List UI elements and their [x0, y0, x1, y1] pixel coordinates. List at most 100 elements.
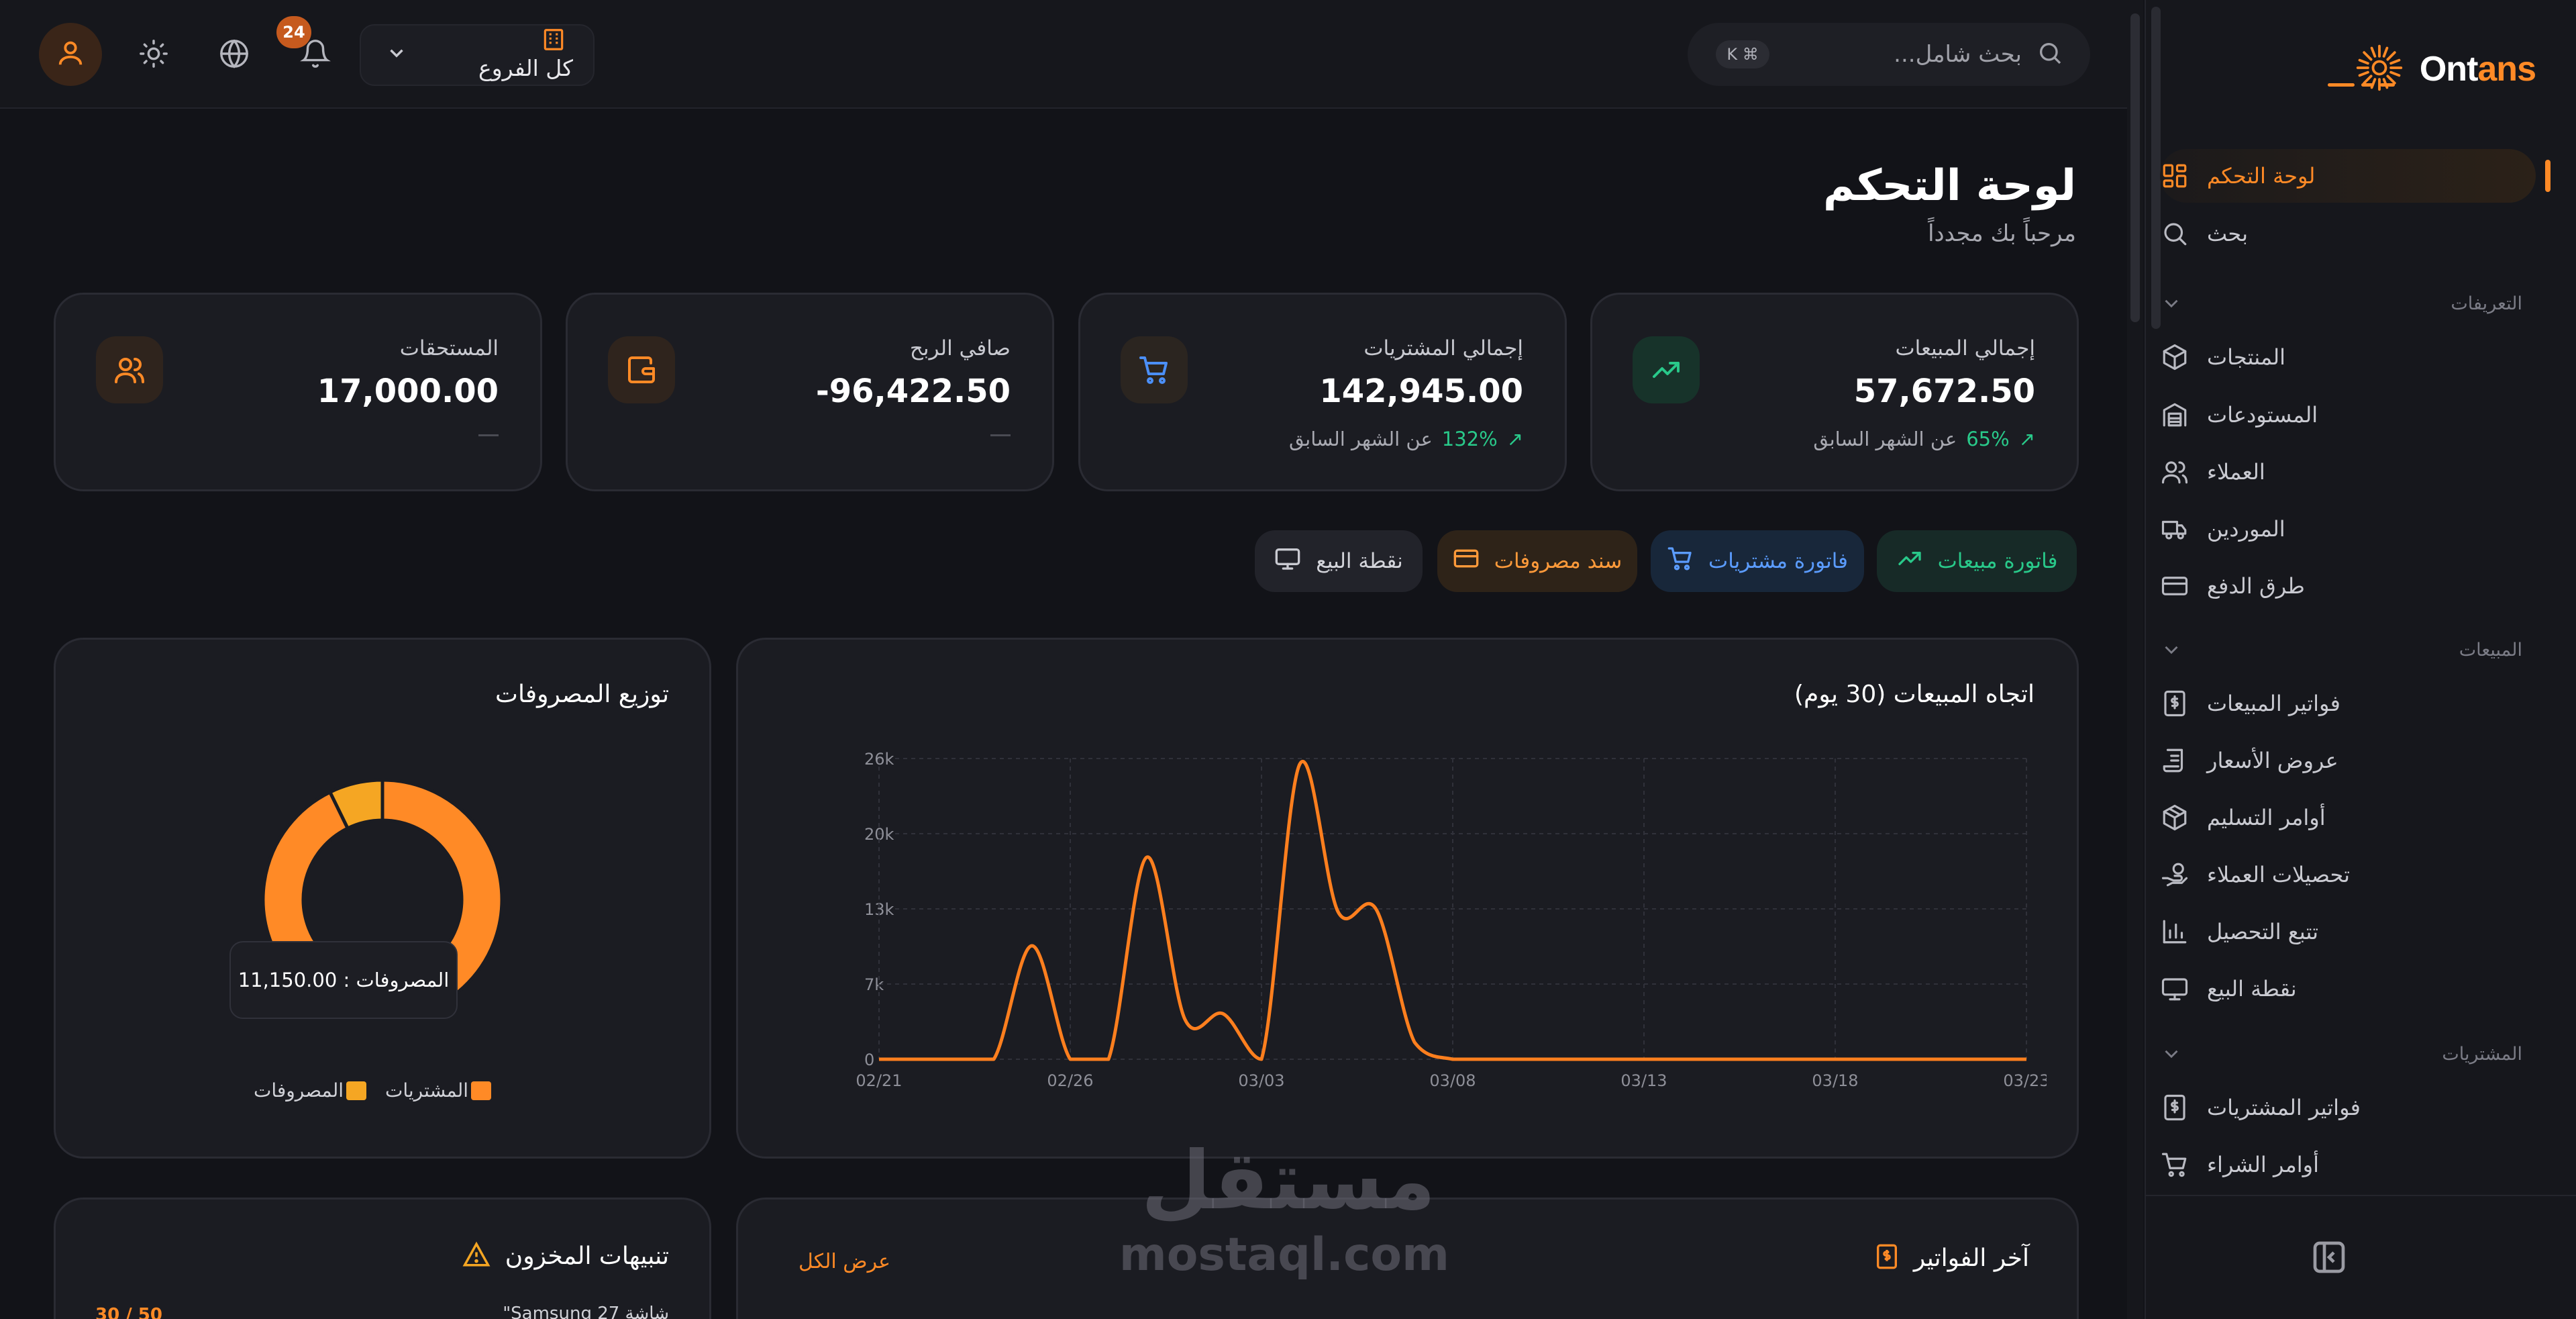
theme-toggle-button[interactable] — [128, 30, 179, 81]
kpi-change-value: 65% — [1966, 428, 2010, 450]
chart-tooltip: المصروفات : 11,150.00 — [229, 941, 458, 1019]
x-tick-label: 02/21 — [856, 1071, 902, 1090]
sidebar-item-label: عروض الأسعار — [2207, 748, 2338, 773]
sidebar-toggle-icon — [2310, 1241, 2348, 1279]
sidebar-item-label: نقطة البيع — [2207, 976, 2297, 1002]
top-header: بحث شامل... ⌘ K كل الفروع 24 — [0, 0, 2127, 109]
sidebar-item-label: فواتير المبيعات — [2207, 691, 2340, 716]
cart-icon — [1667, 545, 1694, 577]
sidebar-item-delivery-orders[interactable]: أوامر التسليم — [2160, 791, 2536, 844]
language-button[interactable] — [209, 30, 260, 81]
sales-trend-panel — [736, 638, 2079, 1159]
kpi-value: -96,422.50 — [815, 373, 1011, 410]
latest-invoices-header: آخر الفواتير — [1873, 1243, 2029, 1273]
sidebar-item-label: العملاء — [2207, 459, 2265, 485]
button-label: فاتورة مبيعات — [1937, 549, 2058, 573]
sidebar-divider — [2145, 1195, 2576, 1196]
open-pos-button[interactable]: نقطة البيع — [1255, 530, 1423, 592]
active-indicator — [2545, 160, 2551, 192]
sidebar-item-collection-tracking[interactable]: تتبع التحصيل — [2160, 905, 2536, 959]
search-icon — [2037, 40, 2063, 69]
chevron-down-icon — [2160, 292, 2183, 315]
new-sales-invoice-button[interactable]: فاتورة مبيعات — [1877, 530, 2077, 592]
invoice-icon — [1873, 1243, 1900, 1273]
kpi-label: إجمالي المبيعات — [1895, 336, 2035, 360]
sales-trend-title: اتجاه المبيعات (30 يوم) — [1794, 681, 2034, 708]
legend-item-purchases[interactable]: المشتريات — [385, 1079, 492, 1102]
page-subtitle: مرحباً بك مجدداً — [1928, 220, 2076, 247]
sidebar-item-label: بحث — [2207, 221, 2248, 246]
kpi-card-total-purchases: إجمالي المشتريات 142,945.00 ↗ 132% عن ال… — [1078, 293, 1567, 491]
collapse-sidebar-button[interactable] — [2308, 1238, 2348, 1279]
donut-slice — [327, 778, 384, 831]
sales-series-line — [879, 760, 2026, 1061]
wallet-icon — [608, 336, 675, 403]
new-purchase-invoice-button[interactable]: فاتورة مشتريات — [1651, 530, 1864, 592]
sidebar-item-purchase-invoices[interactable]: فواتير المشتريات — [2160, 1081, 2536, 1134]
sidebar-item-customer-collections[interactable]: تحصيلات العملاء — [2160, 848, 2536, 901]
bar-chart-icon — [2160, 917, 2189, 946]
sidebar-item-quotations[interactable]: عروض الأسعار — [2160, 734, 2536, 787]
chevron-down-icon — [2160, 1042, 2183, 1065]
kpi-card-receivables: المستحقات 17,000.00 — [54, 293, 542, 491]
dashboard-icon — [2160, 161, 2189, 191]
kpi-label: إجمالي المشتريات — [1363, 336, 1523, 360]
new-expense-voucher-button[interactable]: سند مصروفات — [1437, 530, 1637, 592]
sidebar-item-search[interactable]: بحث — [2160, 207, 2536, 260]
chevron-down-icon — [385, 42, 408, 67]
sidebar-item-pos[interactable]: نقطة البيع — [2160, 962, 2536, 1016]
user-avatar-button[interactable] — [39, 23, 102, 86]
legend-label: المصروفات — [254, 1079, 344, 1102]
legend-item-expenses[interactable]: المصروفات — [254, 1079, 367, 1102]
kpi-value: 57,672.50 — [1853, 373, 2035, 410]
card-icon — [2160, 571, 2189, 601]
kpi-change-value: 132% — [1441, 428, 1498, 450]
trending-up-icon — [1633, 336, 1700, 403]
kpi-card-net-profit: صافي الربح -96,422.50 — [566, 293, 1054, 491]
sidebar-section-purchases[interactable]: المشتريات — [2147, 1034, 2522, 1074]
invoice-icon — [2160, 1093, 2189, 1122]
sidebar-item-payment-methods[interactable]: طرق الدفع — [2160, 559, 2536, 613]
main-scrollbar[interactable] — [2127, 0, 2143, 1319]
sidebar-item-sales-invoices[interactable]: فواتير المبيعات — [2160, 677, 2536, 730]
sidebar-scrollbar[interactable] — [2146, 0, 2166, 1195]
watermark-latin: mostaql.com — [1119, 1228, 1449, 1281]
trending-up-icon — [1896, 545, 1923, 577]
globe-icon — [219, 38, 250, 72]
stock-item-qty: 50 / 30 — [95, 1305, 162, 1319]
sidebar-section-sales[interactable]: المبيعات — [2147, 630, 2522, 670]
global-search[interactable]: بحث شامل... ⌘ K — [1688, 23, 2090, 86]
sidebar-item-purchase-orders[interactable]: أوامر الشراء — [2160, 1138, 2536, 1191]
notifications-button[interactable] — [290, 30, 341, 81]
sidebar-item-label: تحصيلات العملاء — [2207, 862, 2351, 887]
sidebar-item-suppliers[interactable]: الموردين — [2160, 502, 2536, 556]
sidebar-item-warehouses[interactable]: المستودعات — [2160, 388, 2536, 442]
section-title: المشتريات — [2442, 1043, 2522, 1065]
card-icon — [1453, 545, 1480, 577]
brand-logo[interactable]: Ontans — [2354, 39, 2536, 99]
bell-icon — [300, 38, 331, 72]
sidebar-item-label: فواتير المشتريات — [2207, 1095, 2361, 1120]
sidebar-item-label: أوامر الشراء — [2207, 1152, 2319, 1177]
view-all-link[interactable]: عرض الكل — [798, 1250, 891, 1273]
kpi-value: 142,945.00 — [1319, 373, 1523, 410]
sidebar-item-dashboard[interactable]: لوحة التحكم — [2160, 149, 2536, 203]
sidebar-item-products[interactable]: المنتجات — [2160, 330, 2536, 384]
x-tick-label: 03/23 — [2003, 1071, 2047, 1090]
latest-invoices-title: آخر الفواتير — [1913, 1244, 2029, 1272]
kpi-no-change-dash — [478, 434, 499, 436]
sun-icon — [138, 38, 169, 72]
search-placeholder: بحث شامل... — [1894, 41, 2022, 68]
truck-icon — [2160, 514, 2189, 544]
package-icon — [2160, 803, 2189, 832]
x-tick-label: 03/08 — [1429, 1071, 1476, 1090]
page-title: لوحة التحكم — [1823, 161, 2076, 211]
kpi-change-arrow-icon: ↗ — [2018, 428, 2035, 450]
sidebar-section-definitions[interactable]: التعريفات — [2147, 283, 2522, 324]
legend-swatch — [346, 1081, 367, 1100]
branch-selector[interactable]: كل الفروع — [360, 24, 595, 86]
x-tick-label: 03/13 — [1620, 1071, 1667, 1090]
scroll-icon — [2160, 746, 2189, 775]
sidebar-item-customers[interactable]: العملاء — [2160, 445, 2536, 499]
